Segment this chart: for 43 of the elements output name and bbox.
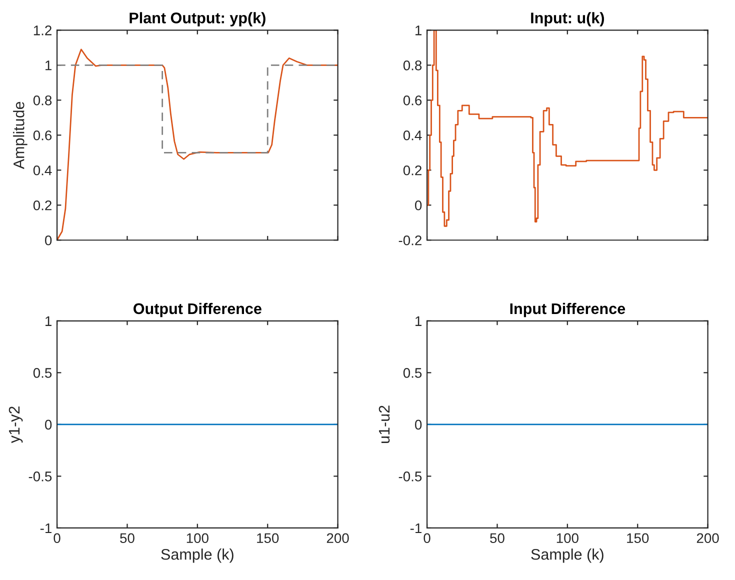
x-axis-title: Sample (k) [161, 548, 234, 563]
x-tick-label: 0 [424, 533, 430, 544]
y-tick-label: 1 [46, 316, 52, 326]
y-tick-label: 0.2 [33, 200, 52, 210]
y-tick-label: 0.8 [33, 95, 52, 106]
y-tick-label: 0.6 [33, 130, 52, 140]
y-tick-label: 0.5 [33, 368, 52, 378]
y-tick-label: 1 [416, 316, 422, 326]
y-tick-label: 0.6 [403, 95, 422, 106]
chart-title: Input Difference [510, 302, 626, 318]
chart-title: Output Difference [134, 302, 262, 318]
y-tick-label: -0.5 [28, 472, 52, 482]
chart-title: Input: u(k) [531, 12, 604, 26]
y-tick-label: -0.2 [398, 235, 422, 246]
x-tick-label: 200 [326, 533, 349, 544]
y-axis-title: u1-u2 [378, 406, 390, 443]
y-tick-label: -1 [40, 523, 52, 534]
y-tick-label: 0 [44, 420, 52, 430]
y-tick-label: 0 [44, 235, 52, 246]
y-tick-label: 0.4 [33, 165, 52, 176]
y-tick-label: 0.4 [403, 130, 422, 140]
x-axis-title: Sample (k) [531, 548, 604, 563]
y-tick-label: -0.5 [398, 472, 422, 482]
y-tick-label: 0.2 [403, 165, 422, 176]
x-tick-label: 150 [627, 533, 649, 544]
x-tick-label: 0 [54, 533, 60, 544]
x-tick-label: 100 [556, 533, 578, 544]
y-tick-label: 1 [416, 26, 422, 36]
chart-title: Plant Output: yp(k) [130, 12, 266, 26]
y-axis-title: y1-y2 [8, 406, 23, 444]
x-tick-label: 200 [696, 533, 719, 544]
y-tick-label: 0.5 [403, 368, 422, 378]
y-tick-label: 0 [414, 200, 422, 210]
y-tick-label: 0 [414, 420, 422, 430]
x-tick-label: 50 [120, 533, 134, 544]
y-tick-label: 0.8 [403, 60, 422, 70]
y-tick-label: 1.2 [34, 25, 52, 36]
y-tick-label: -1 [410, 523, 422, 534]
y-tick-label: 1 [46, 60, 52, 70]
y-axis-title: Amplitude [13, 102, 28, 170]
x-tick-label: 50 [490, 533, 504, 544]
x-tick-label: 100 [186, 533, 208, 544]
x-tick-label: 150 [257, 533, 279, 544]
